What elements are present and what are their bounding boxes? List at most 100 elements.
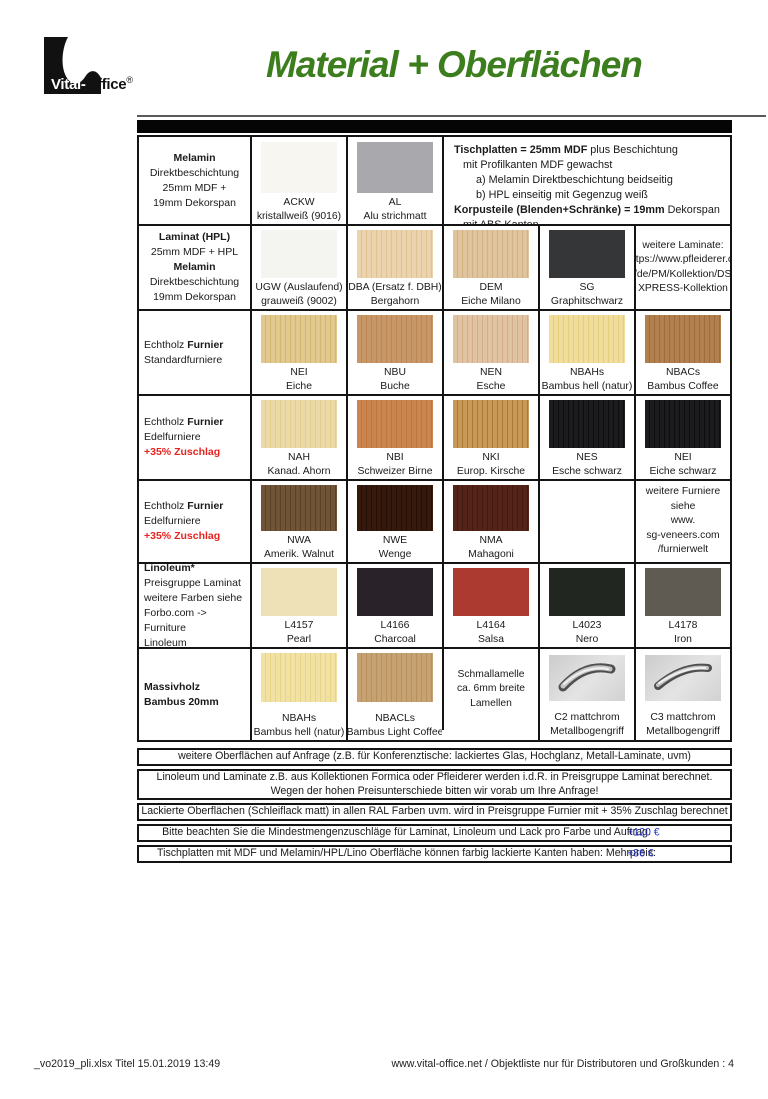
row-label: Massivholz Bambus 20mm <box>139 649 250 740</box>
table-row-linoleum: Linoleum* Preisgruppe Laminat weitere Fa… <box>139 562 730 647</box>
empty-cell <box>538 481 634 562</box>
handle-cell: C3 mattchrom Metallbogengriff <box>634 649 730 740</box>
swatch-cell: NEI Eiche schwarz <box>634 396 730 479</box>
note-row: weitere Oberflächen auf Anfrage (z.B. fü… <box>137 748 732 766</box>
material-name: Charcoal <box>374 634 416 645</box>
logo-mark-icon <box>44 37 101 94</box>
material-code: NES <box>576 452 598 463</box>
sg-veneers-url: www. <box>670 515 696 527</box>
logo-wordmark: Vital-Office® <box>51 75 133 93</box>
material-name: Graphitschwarz <box>550 296 624 307</box>
material-swatch <box>357 230 433 278</box>
material-swatch <box>357 315 433 363</box>
handle-name: Metallbogengriff <box>550 726 624 737</box>
material-code: NEI <box>290 367 308 378</box>
material-code: L4166 <box>380 620 410 631</box>
swatch-cell: UGW (Auslaufend) grauweiß (9002) <box>250 226 346 309</box>
handle-code: C2 mattchrom <box>554 712 620 723</box>
vital-office-logo: Vital-Office® <box>44 37 164 97</box>
swatch-cell: L4164 Salsa <box>442 564 538 647</box>
swatch-cell: NBACLs Bambus Light Coffee <box>346 649 442 740</box>
swatch-cell: DEM Eiche Milano <box>442 226 538 309</box>
handle-name: Metallbogengriff <box>646 726 720 737</box>
material-code: ACKW <box>283 197 315 208</box>
material-name: Bambus hell (natur) <box>541 381 633 392</box>
material-table: Melamin Direktbeschichtung 25mm MDF + 19… <box>137 120 732 742</box>
material-name: Esche <box>476 381 506 392</box>
handle-photo <box>549 655 625 701</box>
material-swatch <box>357 653 433 702</box>
note-row: Bitte beachten Sie die Mindestmengenzusc… <box>137 824 732 842</box>
header-divider <box>137 115 766 117</box>
material-swatch <box>261 653 337 702</box>
material-swatch <box>357 485 433 531</box>
page-title: Material + Oberflächen <box>266 44 643 85</box>
logo-text-office: Office <box>85 76 127 93</box>
material-name: Bambus Coffee <box>647 381 719 392</box>
material-code: L4023 <box>572 620 602 631</box>
material-code: NAH <box>288 452 310 463</box>
material-swatch <box>261 315 337 363</box>
swatch-cell: NBI Schweizer Birne <box>346 396 442 479</box>
swatch-cell: NBU Buche <box>346 311 442 394</box>
material-name: Alu strichmatt <box>363 211 427 222</box>
material-name: Buche <box>380 381 410 392</box>
material-name: Bambus Light Coffee <box>346 727 442 738</box>
swatch-cell: AL Alu strichmatt <box>346 137 442 224</box>
material-code: NBAHs <box>281 713 317 724</box>
material-code: AL <box>388 197 402 208</box>
note-row: Linoleum und Laminate z.B. aus Kollektio… <box>137 769 732 800</box>
table-row-laminat: Laminat (HPL) 25mm MDF + HPL Melamin Dir… <box>139 224 730 309</box>
material-name: Eiche Milano <box>461 296 521 307</box>
page-footer: _vo2019_pli.xlsx Titel 15.01.2019 13:49 … <box>34 1058 734 1070</box>
swatch-cell: NMA Mahagoni <box>442 481 538 562</box>
material-code: L4178 <box>668 620 698 631</box>
footer-site-page: www.vital-office.net / Objektliste nur f… <box>391 1058 735 1070</box>
schmallamelle-info: Schmallamelle ca. 6mm breite Lamellen <box>442 649 538 730</box>
material-code: NBACLs <box>375 713 415 724</box>
material-name: Amerik. Walnut <box>263 549 335 560</box>
table-row-edelfurniere-2: Echtholz Furnier Edelfurniere +35% Zusch… <box>139 479 730 562</box>
swatch-cell: NBAHs Bambus hell (natur) <box>250 649 346 740</box>
swatch-cell: NWA Amerik. Walnut <box>250 481 346 562</box>
material-swatch <box>453 315 529 363</box>
material-code: NBU <box>384 367 406 378</box>
material-code: NBAHs <box>569 367 605 378</box>
swatch-cell: L4178 Iron <box>634 564 730 647</box>
material-code: UGW (Auslaufend) <box>255 282 343 293</box>
swatch-cell: DBA (Ersatz f. DBH) Bergahorn <box>346 226 442 309</box>
material-name: Bambus hell (natur) <box>253 727 345 738</box>
swatch-cell: NBACs Bambus Coffee <box>634 311 730 394</box>
material-swatch <box>357 142 433 193</box>
material-name: Bergahorn <box>370 296 420 307</box>
swatch-cell: ACKW kristallweiß (9016) <box>250 137 346 224</box>
material-swatch <box>549 568 625 616</box>
tischplatten-info: Tischplatten = 25mm MDF plus Beschichtun… <box>442 137 730 224</box>
swatch-cell: NWE Wenge <box>346 481 442 562</box>
handle-code: C3 mattchrom <box>650 712 716 723</box>
material-swatch <box>645 568 721 616</box>
footer-filename: _vo2019_pli.xlsx Titel 15.01.2019 13:49 <box>34 1058 221 1070</box>
zuschlag-badge: +35% Zuschlag <box>144 446 221 458</box>
swatch-cell: NAH Kanad. Ahorn <box>250 396 346 479</box>
material-code: NWE <box>382 535 408 546</box>
row-label: Echtholz Furnier Edelfurniere +35% Zusch… <box>139 396 250 479</box>
material-code: L4164 <box>476 620 506 631</box>
material-code: SG <box>579 282 595 293</box>
swatch-cell: L4023 Nero <box>538 564 634 647</box>
bow-handle-icon <box>654 663 712 690</box>
material-swatch <box>261 568 337 616</box>
row-label: Melamin Direktbeschichtung 25mm MDF + 19… <box>139 137 250 224</box>
weitere-furniere-info: weitere Furniere siehe www. sg-veneers.c… <box>634 481 730 562</box>
material-name: Iron <box>674 634 692 645</box>
material-name: kristallweiß (9016) <box>256 211 342 222</box>
handle-photo <box>645 655 721 701</box>
material-name: Salsa <box>478 634 504 645</box>
material-swatch <box>261 400 337 448</box>
table-row-melamin: Melamin Direktbeschichtung 25mm MDF + 19… <box>139 137 730 224</box>
material-swatch <box>645 315 721 363</box>
material-swatch <box>645 400 721 448</box>
material-name: Pearl <box>286 634 312 645</box>
material-name: Kanad. Ahorn <box>267 466 331 477</box>
